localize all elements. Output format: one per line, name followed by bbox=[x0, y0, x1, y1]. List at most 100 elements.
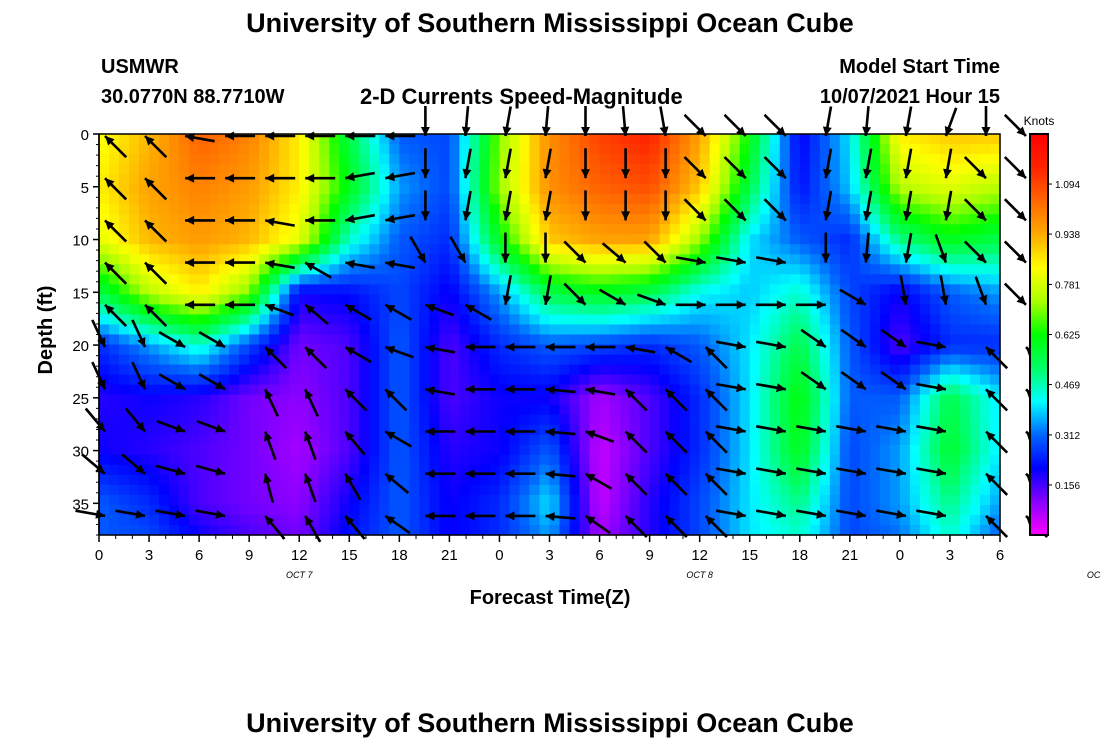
heatmap-cell bbox=[329, 344, 340, 356]
heatmap-cell bbox=[129, 234, 140, 245]
heatmap-cell bbox=[319, 464, 330, 476]
heatmap-cell bbox=[799, 234, 811, 245]
heatmap-cell bbox=[949, 494, 961, 506]
heatmap-cell bbox=[619, 184, 631, 195]
heatmap-cell bbox=[319, 274, 330, 285]
heatmap-cell bbox=[199, 344, 210, 356]
heatmap-cell bbox=[559, 414, 571, 426]
heatmap-cell bbox=[419, 224, 430, 235]
heatmap-cell bbox=[779, 174, 791, 185]
heatmap-cell bbox=[239, 164, 250, 175]
heatmap-cell bbox=[989, 344, 1001, 356]
heatmap-cell bbox=[439, 264, 450, 275]
heatmap-cell bbox=[409, 344, 420, 356]
heatmap-cell bbox=[609, 284, 621, 295]
current-vector bbox=[863, 148, 873, 179]
heatmap-cell bbox=[619, 274, 631, 285]
heatmap-cell bbox=[429, 144, 440, 155]
heatmap-cell bbox=[879, 144, 891, 155]
heatmap-cell bbox=[379, 204, 390, 215]
heatmap-cell bbox=[389, 374, 400, 386]
heatmap-cell bbox=[319, 184, 330, 195]
heatmap-cell bbox=[209, 514, 220, 526]
current-vector bbox=[384, 514, 411, 535]
heatmap-cell bbox=[439, 234, 450, 245]
heatmap-cell bbox=[439, 214, 450, 225]
heatmap-cell bbox=[309, 184, 320, 195]
heatmap-cell bbox=[189, 334, 200, 346]
heatmap-cell bbox=[689, 444, 701, 456]
heatmap-cell bbox=[299, 284, 310, 295]
heatmap-cell bbox=[959, 134, 971, 145]
heatmap-cell bbox=[249, 474, 260, 486]
heatmap-cell bbox=[889, 304, 901, 316]
heatmap-cell bbox=[819, 294, 831, 306]
heatmap-cell bbox=[919, 504, 931, 516]
heatmap-cell bbox=[669, 514, 681, 526]
heatmap-cell bbox=[569, 334, 581, 346]
heatmap-cell bbox=[569, 344, 581, 356]
heatmap-cell bbox=[909, 224, 921, 235]
heatmap-cell bbox=[529, 394, 541, 406]
heatmap-cell bbox=[289, 504, 300, 516]
heatmap-cell bbox=[559, 224, 571, 235]
heatmap-cell bbox=[749, 294, 761, 306]
heatmap-cell bbox=[609, 234, 621, 245]
heatmap-cell bbox=[909, 254, 921, 265]
heatmap-cell bbox=[269, 464, 280, 476]
heatmap-cell bbox=[469, 194, 481, 205]
heatmap-cell bbox=[979, 444, 991, 456]
heatmap-cell bbox=[449, 524, 460, 536]
heatmap-cell bbox=[409, 154, 420, 165]
heatmap-cell bbox=[199, 384, 210, 396]
y-tick-label: 15 bbox=[72, 285, 89, 302]
heatmap-cell bbox=[529, 464, 541, 476]
heatmap-cell bbox=[329, 334, 340, 346]
heatmap-cell bbox=[149, 464, 160, 476]
heatmap-cell bbox=[959, 454, 971, 466]
heatmap-cell bbox=[469, 374, 481, 386]
heatmap-cell bbox=[879, 524, 891, 536]
heatmap-cell bbox=[109, 204, 120, 215]
heatmap-cell bbox=[909, 144, 921, 155]
heatmap-cell bbox=[179, 334, 190, 346]
heatmap-cell bbox=[669, 174, 681, 185]
heatmap-cell bbox=[179, 464, 190, 476]
heatmap-cell bbox=[99, 524, 110, 536]
heatmap-cell bbox=[769, 294, 781, 306]
heatmap-cell bbox=[249, 324, 260, 336]
heatmap-cell bbox=[589, 234, 601, 245]
heatmap-cell bbox=[649, 314, 661, 326]
heatmap-cell bbox=[159, 364, 170, 376]
heatmap-cell bbox=[339, 474, 350, 486]
heatmap-cell bbox=[879, 274, 891, 285]
heatmap-cell bbox=[319, 254, 330, 265]
heatmap-cell bbox=[729, 444, 741, 456]
heatmap-cell bbox=[619, 244, 631, 255]
heatmap-cell bbox=[919, 244, 931, 255]
heatmap-cell bbox=[669, 384, 681, 396]
current-vector bbox=[264, 217, 295, 227]
heatmap-cell bbox=[289, 234, 300, 245]
heatmap-cell bbox=[689, 334, 701, 346]
heatmap-cell bbox=[449, 334, 460, 346]
heatmap-cell bbox=[519, 254, 531, 265]
heatmap-cell bbox=[99, 354, 110, 366]
heatmap-cell bbox=[489, 374, 501, 386]
heatmap-cell bbox=[269, 474, 280, 486]
heatmap-cell bbox=[689, 454, 701, 466]
heatmap-cell bbox=[469, 244, 481, 255]
heatmap-cell bbox=[149, 424, 160, 436]
heatmap-cell bbox=[899, 404, 911, 416]
current-vector bbox=[384, 388, 408, 412]
heatmap-cell bbox=[439, 334, 450, 346]
current-vector bbox=[763, 156, 787, 180]
heatmap-cell bbox=[369, 514, 380, 526]
heatmap-cell bbox=[419, 364, 430, 376]
heatmap-cell bbox=[989, 234, 1001, 245]
heatmap-cell bbox=[789, 284, 801, 295]
heatmap-cell bbox=[679, 394, 691, 406]
heatmap-cell bbox=[809, 494, 821, 506]
heatmap-cell bbox=[979, 264, 991, 275]
heatmap-cell bbox=[159, 264, 170, 275]
